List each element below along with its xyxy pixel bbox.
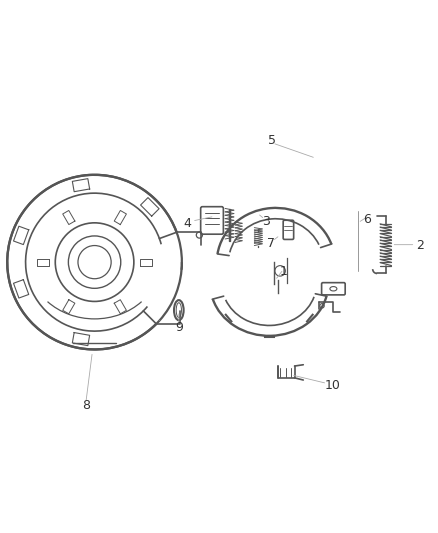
- Text: 5: 5: [268, 134, 276, 147]
- Text: 7: 7: [266, 237, 275, 251]
- Text: 1: 1: [280, 265, 288, 278]
- Text: 3: 3: [262, 215, 270, 229]
- Text: 8: 8: [82, 399, 90, 412]
- Text: 4: 4: [184, 217, 191, 230]
- Text: 2: 2: [416, 239, 424, 252]
- Text: 9: 9: [175, 321, 183, 334]
- Text: 10: 10: [325, 379, 340, 392]
- Text: 6: 6: [364, 213, 371, 226]
